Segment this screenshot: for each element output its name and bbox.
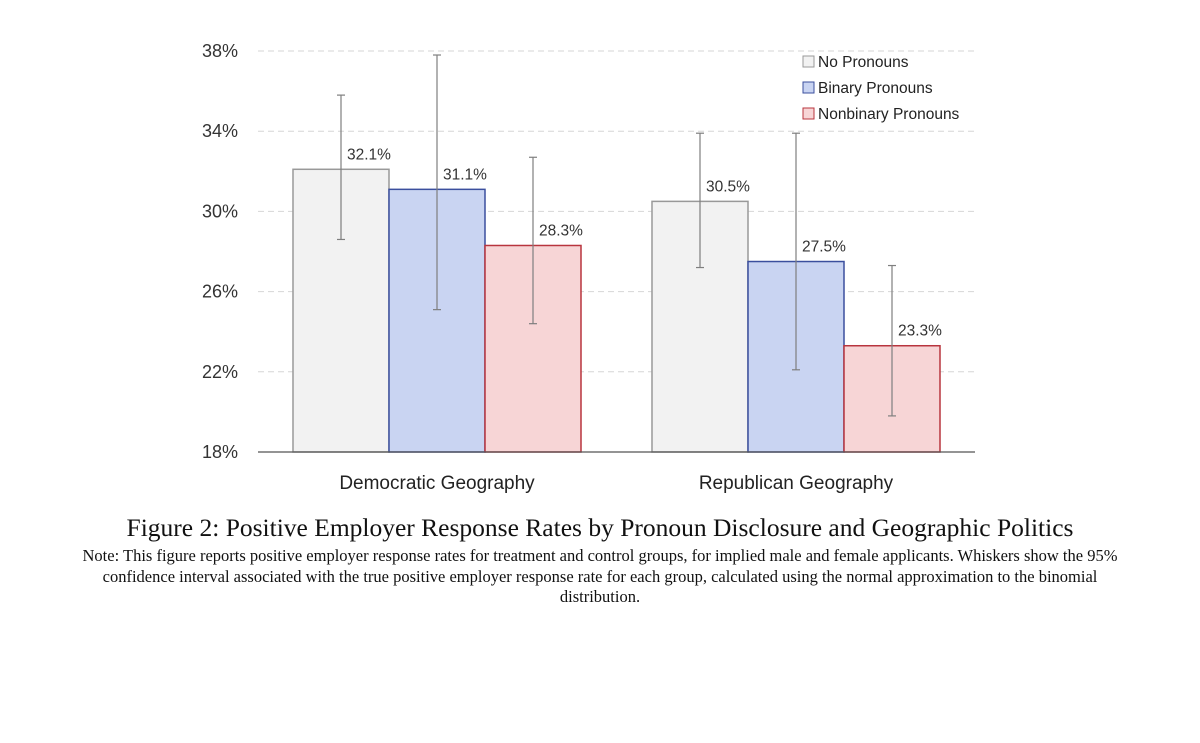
data-label: 27.5% bbox=[802, 239, 846, 256]
data-label: 32.1% bbox=[347, 146, 391, 163]
bar-chart: 18% 22% 26% 30% 34% 38% 32.1% 31.1% 28.3% Democra… bbox=[202, 41, 975, 494]
legend-swatch bbox=[802, 107, 815, 120]
x-category-label: Democratic Geography bbox=[339, 473, 535, 494]
y-tick-label: 34% bbox=[202, 121, 238, 141]
y-tick-label: 38% bbox=[202, 41, 238, 61]
figure-caption: Figure 2: Positive Employer Response Rat… bbox=[0, 512, 1200, 608]
legend-label: No Pronouns bbox=[818, 54, 909, 71]
y-tick-label: 30% bbox=[202, 201, 238, 221]
y-tick-label: 18% bbox=[202, 442, 238, 462]
data-label: 23.3% bbox=[898, 323, 942, 340]
data-label: 28.3% bbox=[539, 222, 583, 239]
data-label: 31.1% bbox=[443, 166, 487, 183]
figure-note: Note: This figure reports positive emplo… bbox=[82, 546, 1118, 606]
legend-label: Nonbinary Pronouns bbox=[818, 106, 960, 123]
y-tick-label: 22% bbox=[202, 362, 238, 382]
legend-swatch bbox=[802, 55, 815, 68]
figure-title: Figure 2: Positive Employer Response Rat… bbox=[126, 513, 1074, 542]
x-category-label: Republican Geography bbox=[699, 473, 894, 494]
legend-label: Binary Pronouns bbox=[818, 80, 933, 97]
legend-swatch bbox=[802, 81, 815, 94]
y-tick-label: 26% bbox=[202, 282, 238, 302]
data-label: 30.5% bbox=[706, 178, 750, 195]
